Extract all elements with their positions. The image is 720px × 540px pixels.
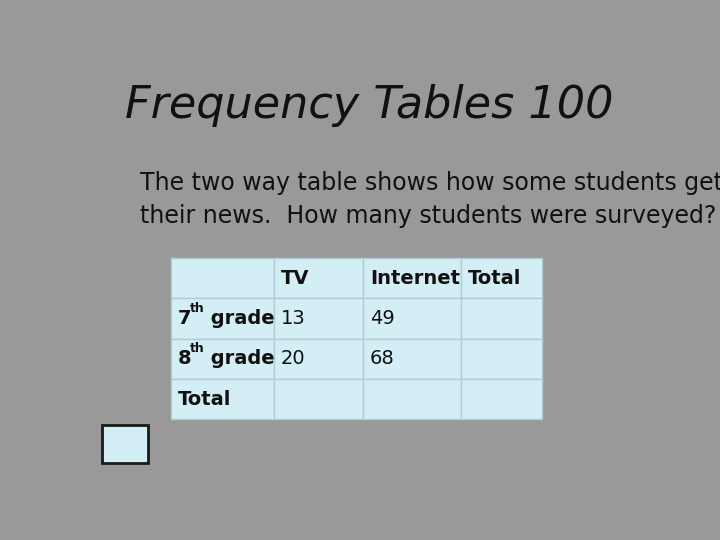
Text: th: th xyxy=(190,302,204,315)
Bar xyxy=(102,425,148,463)
Text: th: th xyxy=(190,342,204,355)
Text: 20: 20 xyxy=(281,349,305,368)
Bar xyxy=(274,339,364,379)
Text: grade: grade xyxy=(204,309,275,328)
Bar xyxy=(171,299,274,339)
Bar xyxy=(461,379,542,420)
Bar xyxy=(364,299,461,339)
Text: 7: 7 xyxy=(178,309,191,328)
Text: 68: 68 xyxy=(370,349,395,368)
Bar xyxy=(364,258,461,299)
Text: 13: 13 xyxy=(281,309,305,328)
Text: Frequency Tables 100: Frequency Tables 100 xyxy=(125,84,613,126)
Text: TV: TV xyxy=(281,269,310,288)
Bar xyxy=(171,258,274,299)
Text: Total: Total xyxy=(178,390,231,409)
Text: Total: Total xyxy=(468,269,521,288)
Bar xyxy=(171,379,274,420)
Bar xyxy=(171,339,274,379)
Text: grade: grade xyxy=(204,349,275,368)
Bar xyxy=(364,379,461,420)
Text: 8: 8 xyxy=(178,349,192,368)
Text: The two way table shows how some students get: The two way table shows how some student… xyxy=(140,171,720,195)
Bar xyxy=(364,339,461,379)
Bar xyxy=(461,258,542,299)
Text: their news.  How many students were surveyed?: their news. How many students were surve… xyxy=(140,204,716,228)
Bar xyxy=(274,299,364,339)
Bar xyxy=(461,339,542,379)
Bar xyxy=(274,379,364,420)
Bar xyxy=(461,299,542,339)
Text: 49: 49 xyxy=(370,309,395,328)
Text: Internet: Internet xyxy=(370,269,460,288)
Bar xyxy=(274,258,364,299)
